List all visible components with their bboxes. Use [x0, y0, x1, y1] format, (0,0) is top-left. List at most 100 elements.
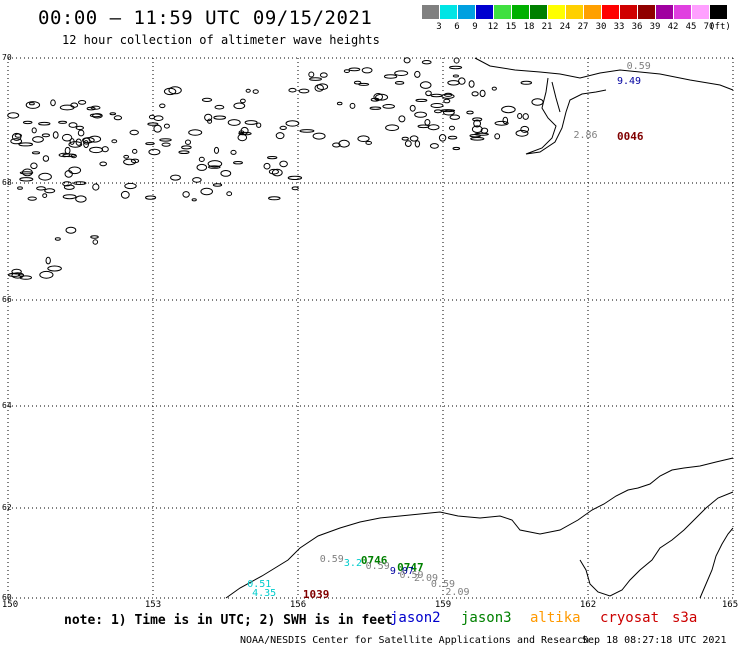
ice-floe	[123, 158, 137, 166]
ice-floe	[19, 275, 32, 280]
scale-swatch	[674, 5, 691, 19]
ice-floe	[238, 131, 252, 136]
ice-floe	[245, 88, 251, 93]
scale-tick-label: 39	[649, 22, 661, 32]
ice-floe	[163, 123, 170, 129]
ice-floe	[472, 117, 483, 122]
ice-floe	[401, 136, 409, 141]
ice-floe	[343, 69, 350, 73]
ice-floe	[62, 194, 77, 200]
generated-timestamp: Sep 18 08:27:18 UTC 2021	[582, 635, 727, 646]
ice-floe	[268, 168, 279, 175]
ice-floe	[159, 103, 166, 109]
satellite-legend-s3a: s3a	[672, 610, 698, 626]
ice-floe	[92, 239, 99, 245]
ice-floe	[440, 109, 456, 113]
ice-floe	[279, 160, 288, 168]
ice-floe	[298, 88, 310, 94]
ice-floe	[443, 109, 455, 116]
ice-floe	[502, 116, 509, 125]
scale-swatch	[494, 5, 511, 19]
ice-floe	[358, 82, 370, 86]
ice-floe	[267, 156, 278, 160]
ice-floe	[299, 129, 315, 133]
swh-observation-label: 0.59	[319, 553, 344, 565]
ice-floe	[10, 138, 23, 145]
scale-tick-label: 3	[436, 22, 442, 32]
scale-tick-label: (ft)	[709, 22, 731, 32]
ice-floe	[449, 65, 463, 70]
ice-floe	[47, 265, 62, 272]
ice-floe	[338, 139, 350, 148]
scale-swatch	[692, 5, 709, 19]
scale-tick-label: 21	[541, 22, 553, 32]
ice-floe	[120, 190, 130, 199]
lon-label: 150	[1, 600, 19, 610]
ice-floe	[153, 115, 164, 121]
ice-floe	[421, 60, 432, 65]
ice-floe	[89, 146, 104, 154]
map-subtitle: 12 hour collection of altimeter wave hei…	[62, 33, 380, 47]
ice-floe	[263, 162, 271, 170]
scale-tick-label: 9	[472, 22, 478, 32]
ice-floe	[39, 270, 54, 279]
ice-floe	[31, 127, 37, 134]
ice-floe	[447, 80, 460, 86]
swh-observation-label: 0.59	[365, 561, 390, 573]
ice-floe	[404, 140, 412, 148]
ice-floe	[466, 110, 474, 115]
swh-observation-label: 1039	[302, 587, 330, 601]
ice-floe	[63, 184, 75, 190]
ice-floe	[62, 153, 77, 158]
ice-floe	[531, 98, 544, 106]
ice-floe	[41, 133, 51, 138]
ice-floe	[452, 146, 461, 151]
ice-floe	[44, 188, 56, 194]
ice-floe	[54, 237, 61, 241]
swh-observation-label: 9.07	[389, 565, 414, 577]
ice-floe	[192, 177, 202, 183]
ice-floe	[449, 125, 455, 131]
ice-floe	[22, 120, 33, 125]
ice-floe	[494, 120, 509, 126]
ice-floe	[256, 122, 262, 128]
scale-tick-label: 15	[505, 22, 517, 32]
ice-floe	[414, 111, 428, 118]
ice-floe	[443, 92, 453, 97]
ice-floe	[308, 71, 315, 78]
swh-observation-label: 2.09	[414, 573, 439, 585]
ice-floe	[68, 122, 78, 128]
satellite-legend-jason3: jason3	[461, 610, 512, 626]
ice-floe	[92, 183, 100, 191]
ice-floe	[188, 129, 203, 136]
ice-floe	[309, 77, 322, 81]
coastline	[7, 57, 734, 599]
ice-floe	[240, 126, 249, 135]
ice-floe	[275, 132, 285, 140]
ice-floe	[25, 101, 41, 109]
ice-floe	[201, 97, 213, 103]
swh-observation-label: 0746	[360, 553, 388, 567]
ice-floe	[214, 104, 225, 110]
scale-swatch	[584, 5, 601, 19]
scale-tick-label: 33	[613, 22, 625, 32]
ice-floe	[415, 98, 428, 103]
ice-floe	[207, 160, 223, 168]
ice-floe	[288, 87, 297, 93]
scale-swatch	[422, 5, 439, 19]
ice-floe	[208, 165, 221, 169]
ice-floe	[409, 104, 416, 112]
ice-floe	[230, 149, 237, 155]
ice-floe	[124, 182, 137, 190]
ice-floe	[38, 121, 51, 126]
ice-floe	[233, 102, 246, 110]
ice-floe	[227, 119, 241, 126]
scale-swatch	[566, 5, 583, 19]
scale-tick-label: 45	[685, 22, 697, 32]
map-title: 00:00 – 11:59 UTC 09/15/2021	[38, 7, 373, 29]
ice-floe	[19, 171, 34, 175]
ice-floe	[447, 135, 458, 140]
ice-floe	[182, 191, 190, 198]
ice-floe	[501, 105, 516, 114]
